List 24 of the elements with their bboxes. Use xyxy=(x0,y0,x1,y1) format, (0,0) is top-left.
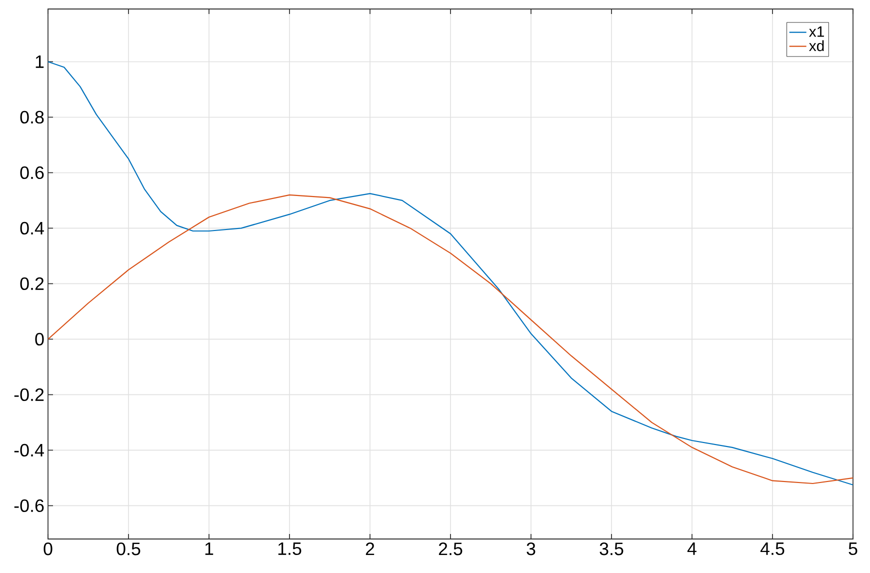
x-tick-label: 3 xyxy=(526,542,536,556)
legend-label: x1 xyxy=(809,26,824,37)
y-tick-label: 1 xyxy=(36,56,44,68)
line-series xyxy=(48,194,854,484)
y-tick-label: 0 xyxy=(35,332,44,346)
x-tick-label: 5 xyxy=(848,542,858,556)
y-tick-label: -0.4 xyxy=(14,444,44,457)
y-tick-label: -0.6 xyxy=(14,499,44,512)
y-tick-label: 0.6 xyxy=(20,166,44,180)
x-tick-label: 1.5 xyxy=(278,542,302,556)
y-tick-label: 0.4 xyxy=(20,222,44,235)
y-tick-label: 0.8 xyxy=(20,110,44,124)
x-tick-label: 4 xyxy=(687,542,696,555)
x-tick-label: 4.5 xyxy=(760,542,784,556)
x-tick-label: 2.5 xyxy=(438,542,462,556)
x-tick-label: 0 xyxy=(44,542,52,556)
x-tick-label: 1 xyxy=(205,542,214,555)
y-tick-label: -0.2 xyxy=(14,388,44,402)
line-series xyxy=(48,61,854,486)
x-tick-label: 3.5 xyxy=(600,542,624,556)
y-tick-label: 0.2 xyxy=(20,277,44,290)
x-tick-label: 0.5 xyxy=(116,542,140,556)
x-tick-label: 2 xyxy=(366,542,374,556)
legend-label: xd xyxy=(809,40,824,52)
